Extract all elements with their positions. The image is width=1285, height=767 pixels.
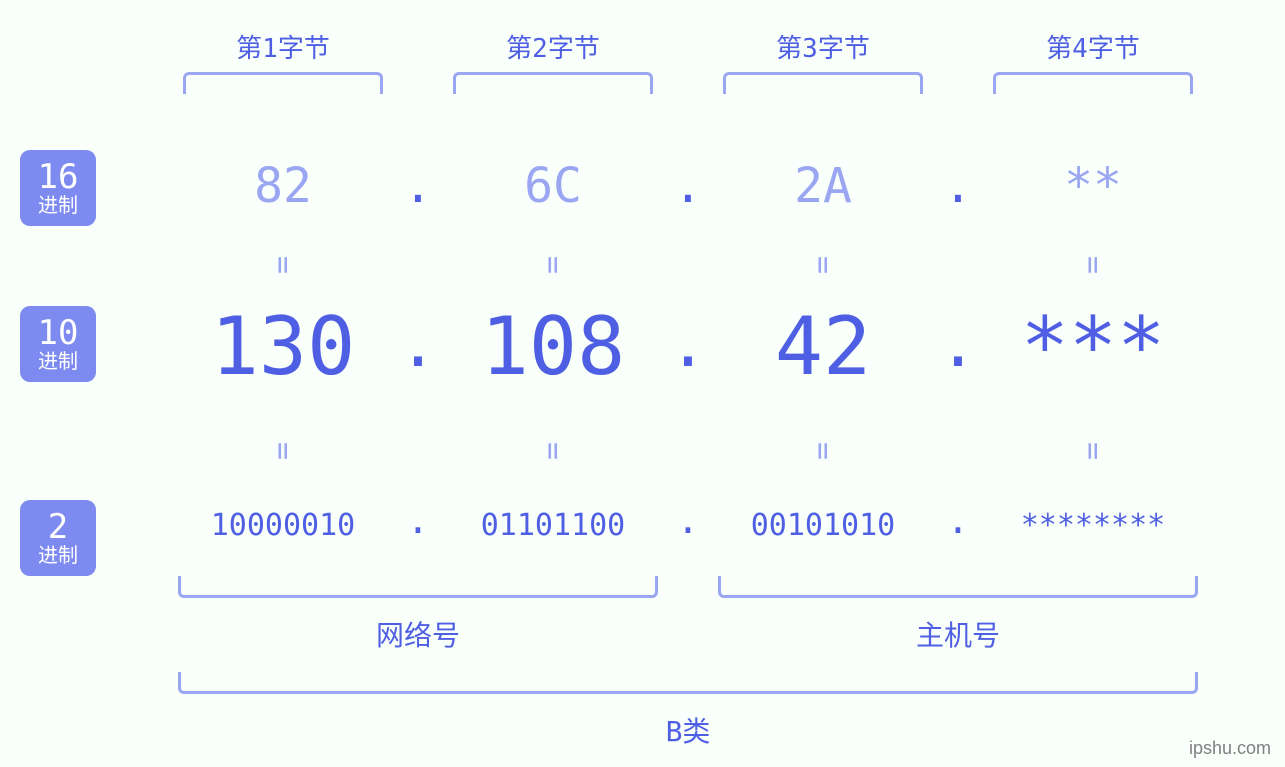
- label-host: 主机号: [718, 614, 1198, 654]
- hex-byte-4: **: [993, 158, 1193, 214]
- equals-bot-1: =: [266, 430, 301, 470]
- byte-header-4: 第4字节: [993, 28, 1193, 65]
- hex-dot-3: .: [938, 158, 978, 214]
- badge-hex: 16 进制: [20, 150, 96, 226]
- equals-top-3: =: [806, 244, 841, 284]
- hex-byte-3: 2A: [723, 158, 923, 214]
- bin-byte-1: 10000010: [163, 508, 403, 543]
- dec-dot-2: .: [664, 308, 712, 382]
- equals-bot-3: =: [806, 430, 841, 470]
- bin-dot-1: .: [398, 498, 438, 542]
- badge-dec-num: 10: [38, 316, 79, 352]
- equals-bot-4: =: [1076, 430, 1111, 470]
- byte-header-1: 第1字节: [183, 28, 383, 65]
- dec-byte-3: 42: [703, 300, 943, 393]
- badge-bin: 2 进制: [20, 500, 96, 576]
- badge-hex-num: 16: [38, 160, 79, 196]
- dec-byte-2: 108: [433, 300, 673, 393]
- dec-byte-4: ***: [973, 300, 1213, 393]
- equals-bot-2: =: [536, 430, 571, 470]
- hex-byte-1: 82: [183, 158, 383, 214]
- byte-header-2: 第2字节: [453, 28, 653, 65]
- bracket-class: [178, 672, 1198, 694]
- hex-byte-2: 6C: [453, 158, 653, 214]
- bracket-host: [718, 576, 1198, 598]
- bracket-network: [178, 576, 658, 598]
- dec-dot-3: .: [934, 308, 982, 382]
- bin-dot-3: .: [938, 498, 978, 542]
- top-bracket-1: [183, 72, 383, 94]
- equals-top-1: =: [266, 244, 301, 284]
- bin-byte-3: 00101010: [703, 508, 943, 543]
- dec-byte-1: 130: [163, 300, 403, 393]
- equals-top-4: =: [1076, 244, 1111, 284]
- badge-dec-sub: 进制: [38, 351, 78, 372]
- bin-dot-2: .: [668, 498, 708, 542]
- bin-byte-2: 01101100: [433, 508, 673, 543]
- badge-hex-sub: 进制: [38, 195, 78, 216]
- top-bracket-2: [453, 72, 653, 94]
- label-class: B类: [178, 710, 1198, 750]
- watermark: ipshu.com: [1189, 738, 1271, 759]
- bin-byte-4: ********: [973, 508, 1213, 543]
- top-bracket-3: [723, 72, 923, 94]
- badge-bin-num: 2: [48, 510, 68, 546]
- byte-header-3: 第3字节: [723, 28, 923, 65]
- hex-dot-2: .: [668, 158, 708, 214]
- top-bracket-4: [993, 72, 1193, 94]
- badge-dec: 10 进制: [20, 306, 96, 382]
- hex-dot-1: .: [398, 158, 438, 214]
- equals-top-2: =: [536, 244, 571, 284]
- label-network: 网络号: [178, 614, 658, 654]
- dec-dot-1: .: [394, 308, 442, 382]
- badge-bin-sub: 进制: [38, 545, 78, 566]
